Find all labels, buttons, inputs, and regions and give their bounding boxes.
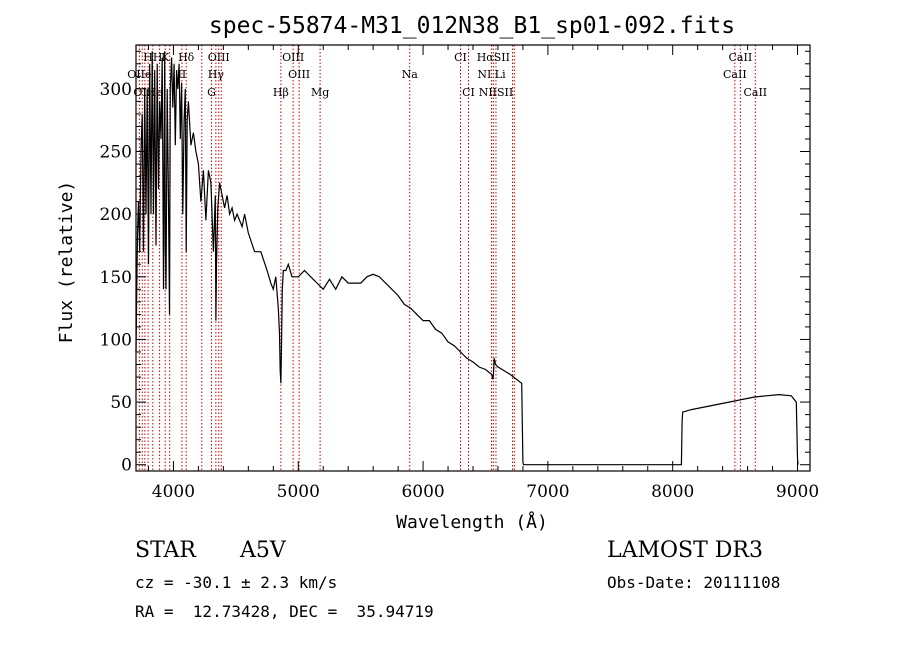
obs-date: Obs-Date: 20111108 (607, 573, 781, 592)
line-label: K (161, 51, 170, 64)
line-label: Hδ (178, 51, 195, 64)
y-axis-label: Flux (relative) (56, 181, 77, 344)
y-tick-label: 50 (110, 393, 132, 413)
line-label: OIII (282, 51, 304, 64)
y-tick-label: 200 (100, 205, 132, 225)
redshift-cz: cz = -30.1 ± 2.3 km/s (135, 573, 338, 592)
y-tick-label: 150 (100, 268, 132, 288)
emission-line-labels: HHK Hδ OIII OIII CI HαSII CaII OIIe II Hγ OIII Na NI… (127, 51, 767, 99)
line-label: NIISII (479, 86, 514, 99)
line-label: Hβ (273, 86, 289, 99)
x-tick-label: 6000 (401, 482, 444, 502)
line-label: HH (143, 51, 162, 64)
plot-frame (135, 44, 811, 472)
emission-line-markers (138, 45, 756, 471)
line-label: OIII (208, 51, 230, 64)
object-class: STAR (135, 538, 196, 563)
survey-name: LAMOST DR3 (607, 538, 763, 563)
spectrum-curve (135, 51, 799, 466)
line-label: G (207, 86, 216, 99)
x-tick-label: 5000 (277, 482, 320, 502)
y-tick-label: 100 (100, 330, 132, 350)
line-label: CaII (729, 51, 753, 64)
x-tick-label: 9000 (776, 482, 819, 502)
y-tick-label: 300 (100, 80, 132, 100)
x-axis-ticks: 4000 5000 6000 7000 8000 9000 (147, 45, 819, 502)
object-subclass: A5V (240, 538, 286, 563)
line-label: CaII (743, 86, 767, 99)
line-label: OIIe (127, 68, 151, 81)
x-tick-label: 8000 (651, 482, 694, 502)
line-label: NI Li (477, 68, 506, 81)
line-label: CI (454, 51, 467, 64)
y-tick-label: 0 (121, 456, 132, 476)
line-label: Hγ (208, 68, 225, 81)
x-tick-label: 7000 (526, 482, 569, 502)
line-label: Na (402, 68, 419, 81)
chart-title: spec-55874-M31_012N38_B1_sp01-092.fits (209, 13, 735, 39)
line-label: CaII (723, 68, 747, 81)
x-axis-label: Wavelength (Å) (396, 511, 548, 533)
line-label: OIHe (133, 86, 162, 99)
y-tick-label: 250 (100, 143, 132, 163)
x-tick-label: 4000 (152, 482, 195, 502)
line-label: Mg (311, 86, 329, 99)
line-label: CI (462, 86, 475, 99)
line-label: OIII (288, 68, 310, 81)
line-label: HαSII (477, 51, 510, 64)
ra-dec: RA = 12.73428, DEC = 35.94719 (135, 602, 434, 621)
line-label: II (178, 68, 187, 81)
y-axis-ticks: 0 50 100 150 200 250 300 (100, 50, 810, 476)
